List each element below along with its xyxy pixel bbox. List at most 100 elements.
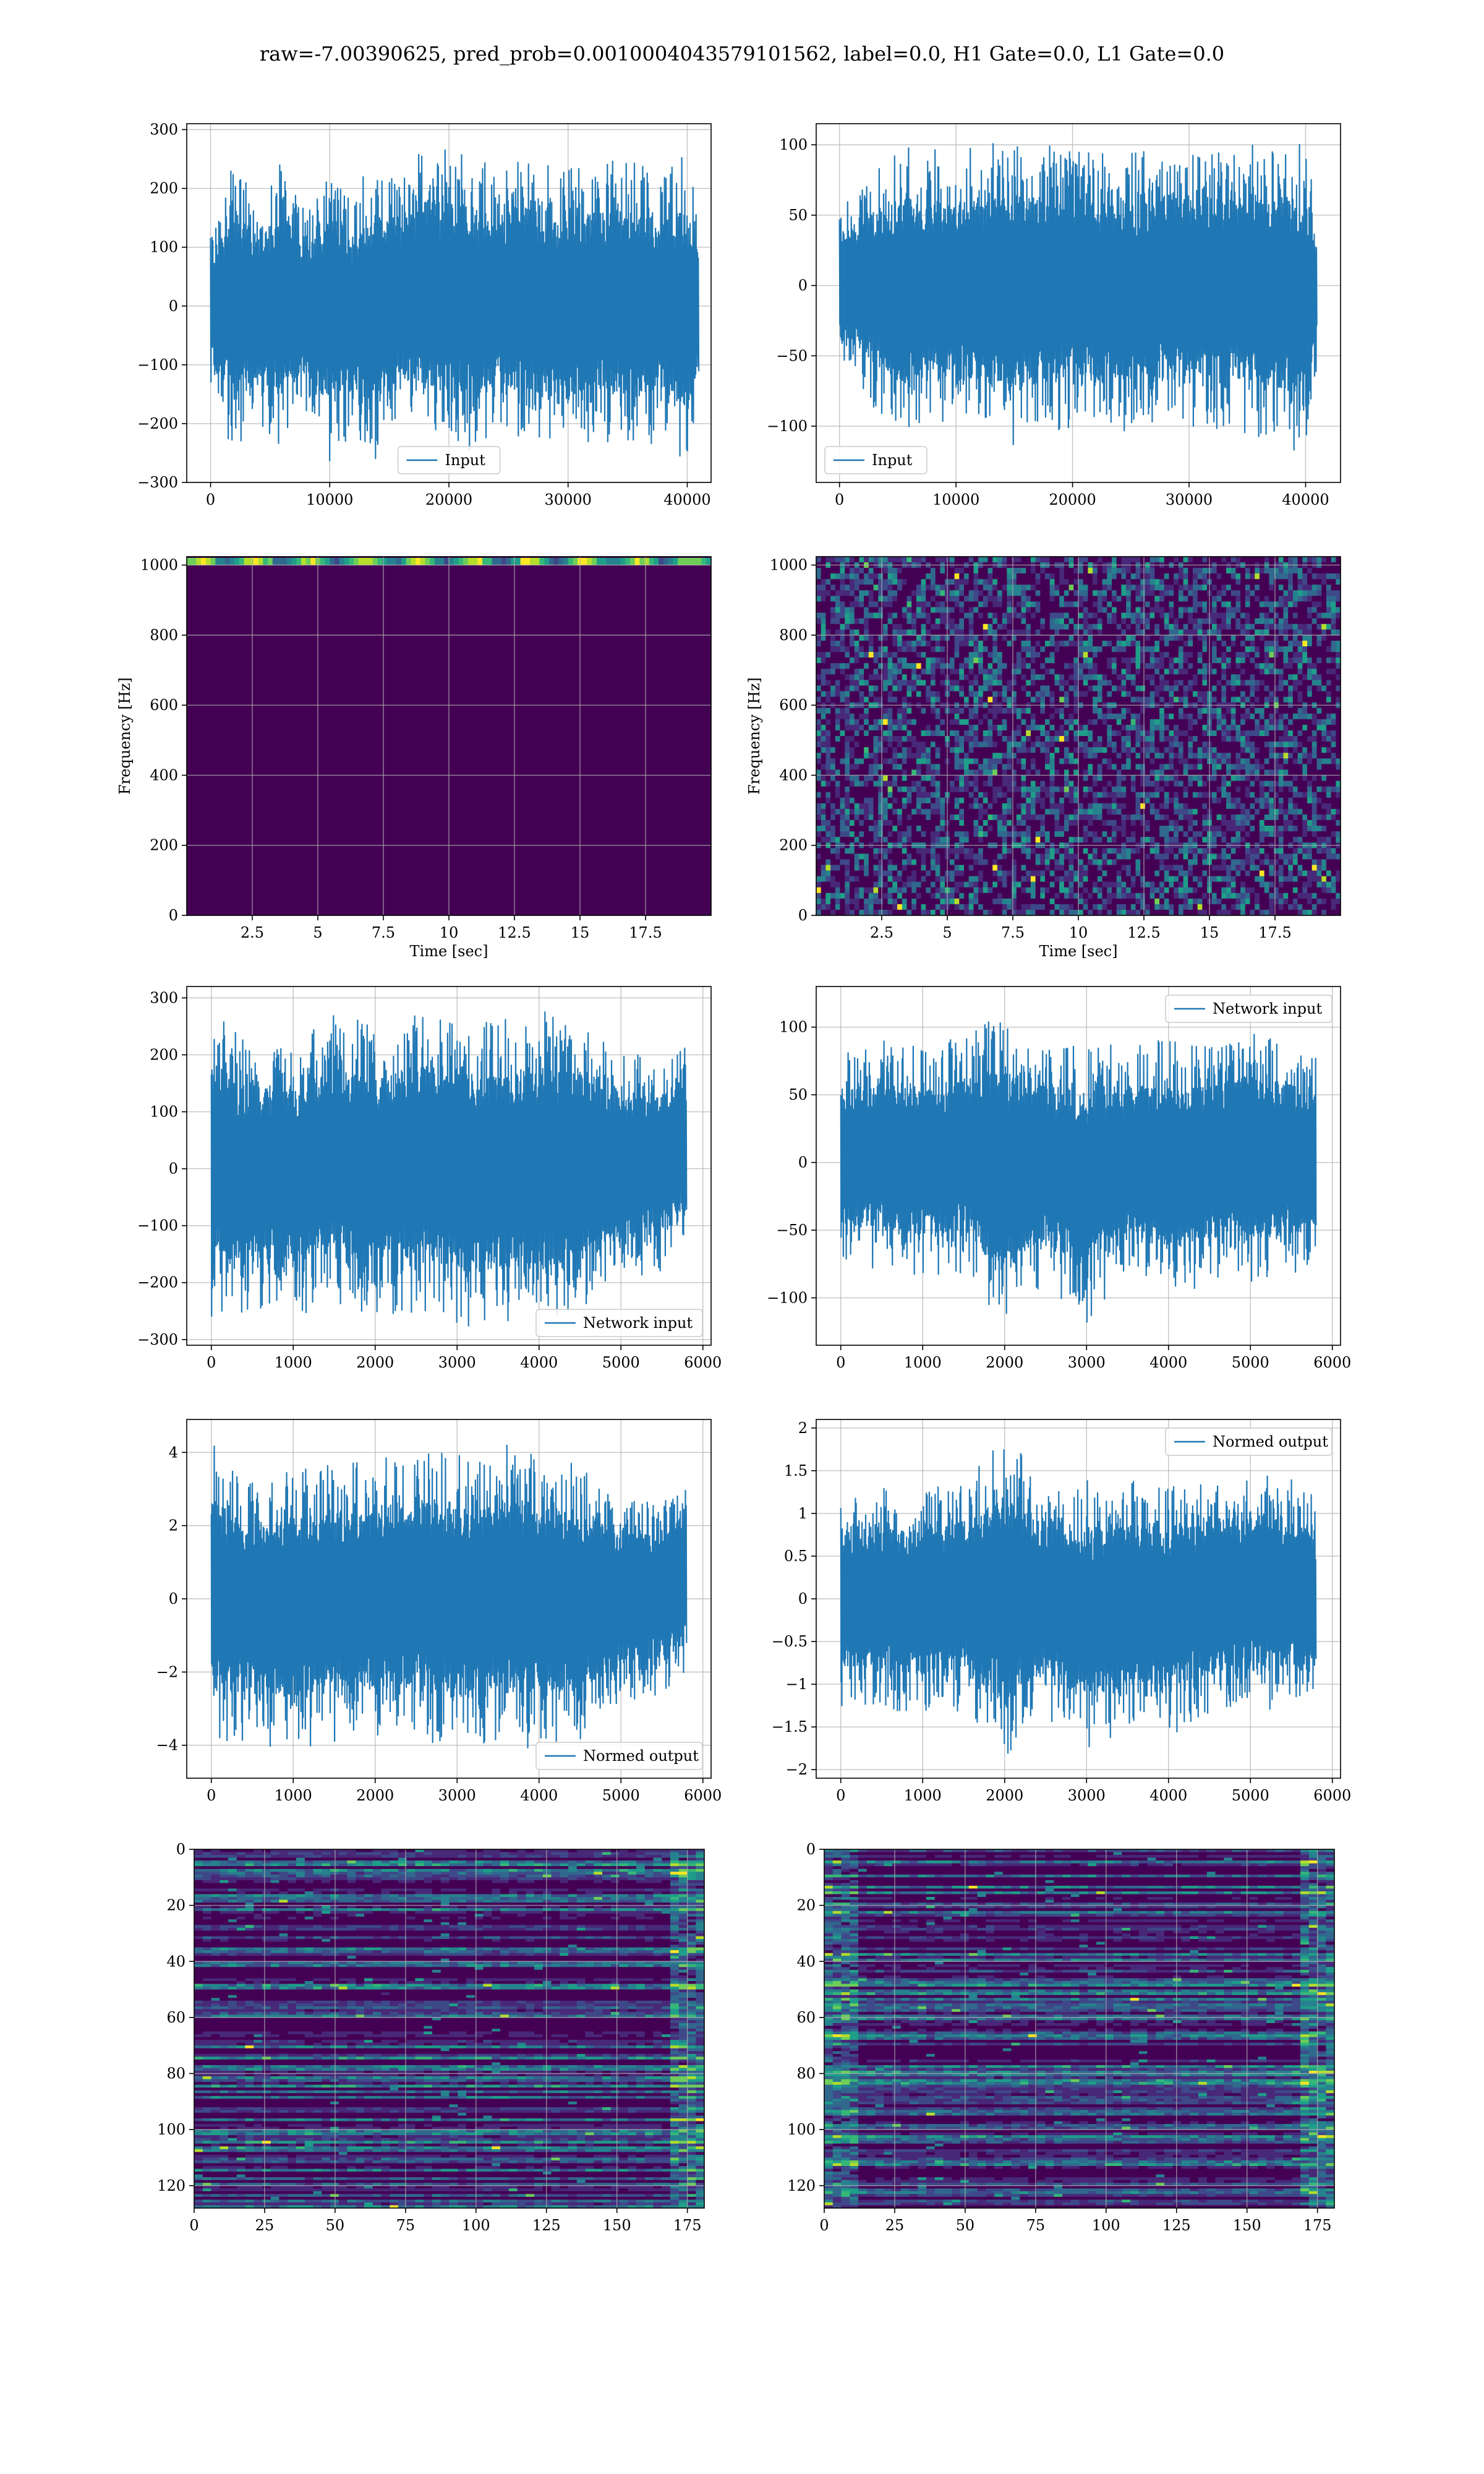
legend-label: Normed output — [583, 1747, 699, 1765]
y-axis-label: Frequency [Hz] — [746, 677, 763, 795]
x-tick-label: 4000 — [520, 1354, 558, 1371]
y-tick-label: −1.5 — [772, 1718, 808, 1736]
legend: Input — [824, 446, 927, 474]
y-tick-label: 0 — [798, 907, 808, 924]
y-tick-label: −50 — [776, 1222, 808, 1239]
y-tick-label: 100 — [157, 2121, 186, 2138]
legend-box — [535, 1309, 703, 1337]
series-line — [210, 149, 700, 461]
x-tick-label: 4000 — [1149, 1787, 1187, 1804]
y-tick-label: 100 — [150, 1103, 178, 1121]
y-tick-label: 200 — [779, 837, 808, 854]
axes-frame — [816, 986, 1341, 1346]
y-tick-label: −2 — [786, 1761, 808, 1778]
x-tick-label: 1000 — [275, 1787, 312, 1804]
y-tick-label: 800 — [779, 627, 808, 644]
y-tick-label: 100 — [150, 239, 178, 256]
axes-frame — [186, 1419, 712, 1779]
axes-frame — [816, 556, 1341, 916]
y-tick-label: 2 — [798, 1419, 808, 1437]
y-tick-label: 80 — [166, 2065, 186, 2082]
x-tick-label: 5 — [313, 924, 322, 941]
x-tick-label: 1000 — [904, 1787, 942, 1804]
line-chart-p1: 0 10000 20000 30000 40000 −300 −200 −100 0 100 200… — [137, 121, 712, 508]
x-tick-label: 7.5 — [372, 924, 395, 941]
y-tick-label: 1 — [798, 1505, 808, 1522]
y-tick-label: 0 — [169, 297, 178, 315]
x-tick-label: 75 — [1026, 2217, 1046, 2234]
heatmap-p4: 2.5 5 7.5 10 12.5 15 17.5 0 200 400 600 800 1000 Time… — [746, 556, 1341, 960]
y-tick-label: 600 — [150, 696, 178, 714]
x-tick-label: 0 — [836, 1354, 845, 1371]
x-tick-label: 4000 — [1149, 1354, 1187, 1371]
axes-frame — [816, 1419, 1341, 1779]
x-tick-label: 17.5 — [629, 924, 662, 941]
x-tick-label: 40000 — [1282, 491, 1329, 508]
axes-frame — [816, 123, 1341, 483]
x-tick-label: 5000 — [602, 1354, 640, 1371]
series-line — [838, 143, 1318, 451]
y-tick-label: 80 — [796, 2065, 816, 2082]
y-tick-label: 0.5 — [784, 1547, 808, 1565]
x-tick-label: 0 — [819, 2217, 829, 2234]
y-tick-label: 0 — [169, 1590, 178, 1607]
figure-suptitle: raw=-7.00390625, pred_prob=0.00100040435… — [0, 42, 1484, 66]
legend-label: Input — [872, 452, 913, 469]
x-tick-label: 50 — [326, 2217, 345, 2234]
y-tick-label: 20 — [796, 1897, 816, 1914]
top-frequency-band — [187, 558, 712, 565]
x-tick-label: 100 — [1092, 2217, 1120, 2234]
legend-box — [824, 446, 927, 474]
x-tick-label: 20000 — [425, 491, 472, 508]
x-tick-label: 30000 — [545, 491, 592, 508]
x-tick-label: 10 — [440, 924, 459, 941]
x-tick-label: 6000 — [684, 1354, 722, 1371]
x-tick-label: 30000 — [1166, 491, 1213, 508]
y-tick-label: 40 — [166, 1953, 186, 1970]
legend: Network input — [535, 1309, 703, 1337]
x-tick-label: 3000 — [1068, 1787, 1106, 1804]
series-line — [210, 1011, 688, 1327]
y-tick-label: 300 — [150, 989, 178, 1006]
y-tick-label: −100 — [137, 1217, 178, 1235]
legend-box — [397, 446, 501, 474]
y-tick-label: 0 — [176, 1841, 186, 1858]
x-tick-label: 6000 — [684, 1787, 722, 1804]
x-tick-label: 1000 — [275, 1354, 312, 1371]
legend-label: Network input — [1213, 1000, 1322, 1017]
y-tick-label: 600 — [779, 696, 808, 714]
y-tick-label: 1000 — [770, 557, 808, 574]
y-tick-label: 100 — [779, 136, 808, 153]
x-tick-label: 4000 — [520, 1787, 558, 1804]
x-tick-label: 3000 — [438, 1354, 476, 1371]
x-tick-label: 5 — [942, 924, 952, 941]
x-tick-label: 0 — [207, 1354, 216, 1371]
axes-frame — [194, 1849, 705, 2209]
x-tick-label: 15 — [571, 924, 590, 941]
y-tick-label: −1 — [786, 1676, 808, 1693]
x-tick-label: 12.5 — [498, 924, 531, 941]
heatmap-p3: 2.5 5 7.5 10 12.5 15 17.5 0 200 400 600 800 1000 Time… — [116, 556, 712, 960]
x-tick-label: 3000 — [1068, 1354, 1106, 1371]
legend: Network input — [1165, 995, 1333, 1023]
x-tick-label: 175 — [673, 2217, 702, 2234]
legend: Input — [397, 446, 501, 474]
x-tick-label: 10000 — [932, 491, 979, 508]
y-tick-label: −200 — [137, 1274, 178, 1291]
x-tick-label: 2.5 — [870, 924, 893, 941]
legend-label: Input — [445, 452, 486, 469]
line-chart-p8: 0 1000 2000 3000 4000 5000 6000 −2 −1.5 −1 −0.5 0 0.… — [772, 1419, 1351, 1804]
legend-box — [535, 1742, 703, 1770]
x-tick-label: 0 — [206, 491, 215, 508]
heatmap-p9: 0 25 50 75 100 125 150 175 0 20 40 60 80 100 120 — [157, 1841, 705, 2234]
y-tick-label: 0 — [798, 1154, 808, 1171]
axes-frame — [186, 556, 712, 916]
legend: Normed output — [535, 1742, 703, 1770]
series-line — [840, 1021, 1317, 1323]
x-tick-label: 75 — [396, 2217, 416, 2234]
x-tick-label: 7.5 — [1001, 924, 1025, 941]
x-tick-label: 100 — [462, 2217, 490, 2234]
x-tick-label: 0 — [207, 1787, 216, 1804]
y-tick-label: 100 — [779, 1019, 808, 1036]
